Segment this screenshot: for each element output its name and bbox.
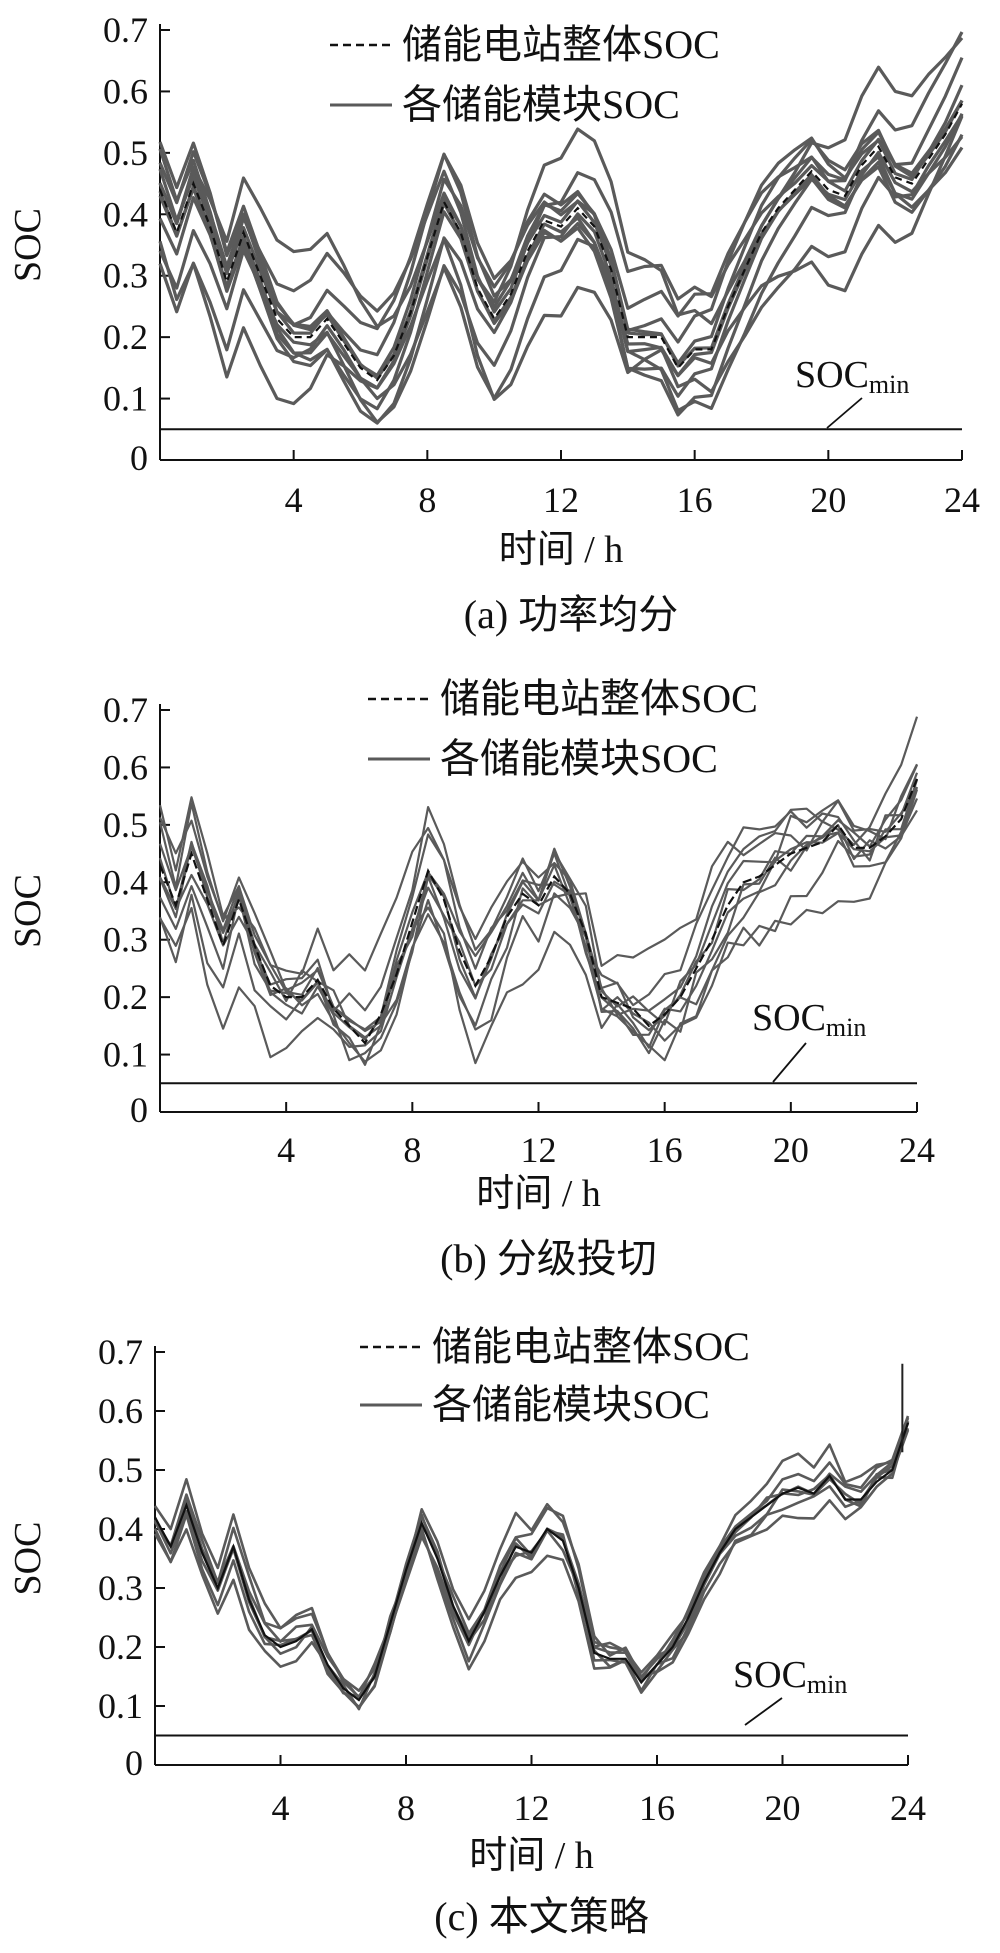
panel-c-y-tick-label: 0 [125,1743,143,1783]
panel-c-x-tick-label: 4 [272,1788,290,1828]
panel-c-y-tick-label: 0.6 [98,1391,143,1431]
panel-c-caption: (c) 本文策略 [434,1894,648,1939]
panel-b-soc-min-leader [772,1042,807,1083]
panel-a-module-line [158,84,964,357]
panel-b-x-tick-label: 12 [521,1130,557,1170]
panel-a-y-tick-label: 0.3 [103,256,148,296]
panel-a-x-axis-title: 时间 / h [499,529,624,571]
panel-c-x-axis-title: 时间 / h [469,1835,594,1877]
panel-b-y-tick-label: 0.6 [103,747,148,787]
panel-a-x-tick-label: 24 [944,480,980,520]
panel-a-caption: (a) 功率均分 [464,592,678,637]
panel-a-module-line [158,36,964,329]
panel-b-y-tick-label: 0 [130,1090,148,1130]
panel-a-y-tick-label: 0.1 [103,379,148,419]
panel-c-y-tick-label: 0.4 [98,1509,143,1549]
panel-b-module-line [158,772,919,1013]
panel-c-x-tick-label: 24 [890,1788,926,1828]
panel-a-x-tick-label: 12 [543,480,579,520]
panel-b-x-tick-label: 24 [899,1130,935,1170]
panel-a-legend-module-label: 各储能模块SOC [402,82,680,127]
panel-a-module-line [158,113,964,401]
panel-b-y-tick-label: 0.2 [103,977,148,1017]
panel-c-x-tick-label: 16 [639,1788,675,1828]
panel-a-y-tick-label: 0.5 [103,133,148,173]
panel-c-x-tick-label: 20 [765,1788,801,1828]
panel-c-y-tick-label: 0.1 [98,1686,143,1726]
panel-c-overall-soc-line [154,1422,910,1702]
panel-a-soc-min-leader [826,397,863,429]
panel-c-module-line [153,1422,910,1699]
panel-a-y-tick-label: 0.6 [103,71,148,111]
panel-c-y-axis-title: SOC [7,1522,49,1596]
panel-a-module-line [158,112,964,390]
panel-b-x-tick-label: 8 [403,1130,421,1170]
panel-a-x-tick-label: 4 [285,480,303,520]
panel-a-module-line [158,115,964,406]
panel-b-module-line [158,763,918,1033]
panel-a-overall-soc-line [158,103,963,382]
panel-b-y-tick-label: 0.5 [103,805,148,845]
panel-b-y-tick-label: 0.1 [103,1035,148,1075]
panel-c-y-tick-label: 0.5 [98,1450,143,1490]
panel-b-y-tick-label: 0.4 [103,862,148,902]
panel-c-x-tick-label: 12 [514,1788,550,1828]
panel-b-overall-soc-line [158,778,919,1045]
panel-b-module-line [158,779,919,1066]
panel-b-legend-module-label: 各储能模块SOC [440,736,718,781]
panel-c-soc-min-label: SOCmin [733,1654,847,1699]
panel-b-legend-overall-label: 储能电站整体SOC [440,676,758,721]
panel-b-y-axis-title: SOC [7,874,49,948]
panel-c-y-tick-label: 0.3 [98,1568,143,1608]
panel-a-y-tick-label: 0.2 [103,317,148,357]
panel-b-soc-min-label: SOCmin [752,997,866,1042]
panel-a-y-tick-label: 0 [130,438,148,478]
panel-a-y-tick-label: 0.4 [103,194,148,234]
panel-c-y-tick-label: 0.7 [98,1332,143,1372]
panel-a-y-tick-label: 0.7 [103,10,148,50]
panel-a-soc-min-label: SOCmin [795,354,909,399]
panel-a-module-line [158,135,964,424]
panel-a-x-tick-label: 20 [810,480,846,520]
panel-b-module-line [158,786,918,1031]
panel-a-y-axis-title: SOC [7,208,49,282]
panel-c-legend-overall-label: 储能电站整体SOC [432,1324,750,1369]
panel-b-x-axis-title: 时间 / h [476,1173,601,1215]
panel-a-x-tick-label: 8 [418,480,436,520]
panel-c-module-line [153,1429,910,1711]
panel-c-soc-min-leader [744,1697,783,1726]
panel-b-x-tick-label: 4 [277,1130,295,1170]
panel-b-caption: (b) 分级投切 [440,1236,657,1281]
panel-c-x-tick-label: 8 [397,1788,415,1828]
panel-b-y-tick-label: 0.3 [103,920,148,960]
panel-b-module-line [159,789,919,1065]
panel-b-y-tick-label: 0.7 [103,690,148,730]
panel-c-legend-module-label: 各储能模块SOC [432,1382,710,1427]
panel-b-x-tick-label: 16 [647,1130,683,1170]
panel-a-legend-overall-label: 储能电站整体SOC [402,22,720,67]
panel-b-module-line [158,716,919,975]
panel-a-module-line [158,31,964,314]
panel-b-x-tick-label: 20 [773,1130,809,1170]
panel-a-x-tick-label: 16 [677,480,713,520]
panel-c-y-tick-label: 0.2 [98,1627,143,1667]
